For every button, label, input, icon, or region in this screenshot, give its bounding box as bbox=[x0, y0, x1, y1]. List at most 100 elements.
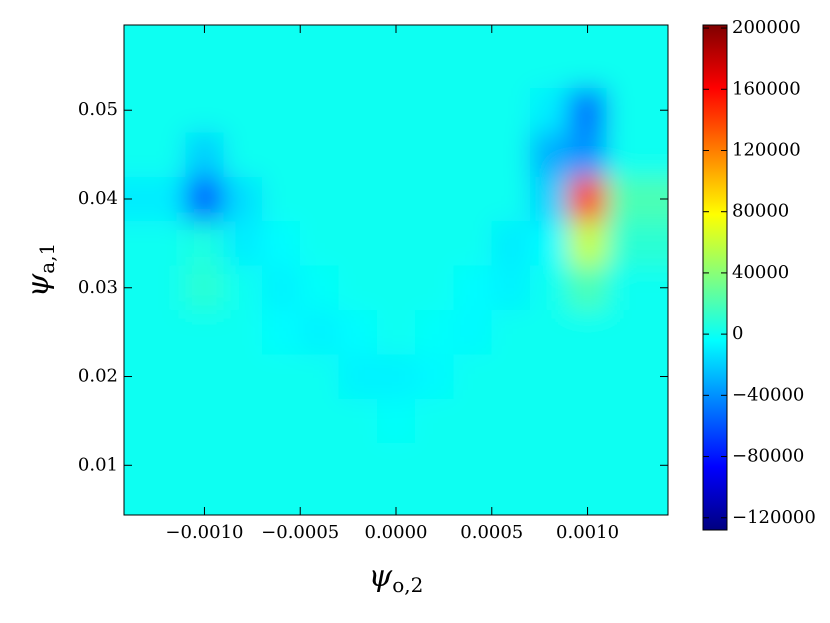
y-tick-label: 0.01 bbox=[78, 454, 118, 475]
heatmap-cell bbox=[261, 25, 301, 89]
heatmap-cell bbox=[338, 354, 377, 399]
heatmap-cell bbox=[124, 354, 186, 399]
x-tick-label: −0.0005 bbox=[261, 522, 339, 543]
heatmap-cell bbox=[300, 25, 339, 89]
heatmap-cell bbox=[530, 265, 569, 310]
heatmap-cell bbox=[530, 443, 569, 488]
heatmap-cell bbox=[300, 487, 339, 515]
heatmap-cell bbox=[606, 132, 668, 177]
heatmap-cell bbox=[415, 88, 454, 133]
heatmap-cell bbox=[453, 25, 492, 89]
heatmap-cell bbox=[453, 487, 492, 515]
heatmap-cell bbox=[606, 309, 668, 355]
heatmap-cell bbox=[568, 443, 607, 488]
heatmap-cell bbox=[376, 176, 416, 222]
heatmap-cell bbox=[453, 309, 492, 355]
colorbar-tick-label: 80000 bbox=[732, 201, 789, 222]
heatmap-cell bbox=[185, 132, 224, 177]
y-tick-label: 0.02 bbox=[78, 366, 118, 387]
heatmap-cell bbox=[568, 88, 607, 133]
heatmap-cell bbox=[453, 176, 492, 222]
heatmap-cell bbox=[606, 354, 668, 399]
heatmap-cell bbox=[261, 132, 301, 177]
heatmap-cell bbox=[300, 354, 339, 399]
heatmap-cell bbox=[530, 176, 569, 222]
heatmap-cell bbox=[185, 88, 224, 133]
colorbar-tick-label: 40000 bbox=[732, 262, 789, 283]
heatmap-cell bbox=[530, 487, 569, 515]
heatmap-cell bbox=[415, 443, 454, 488]
heatmap-cell bbox=[338, 443, 377, 488]
heatmap-cell bbox=[415, 221, 454, 266]
heatmap-cell bbox=[223, 265, 262, 310]
heatmap-cell bbox=[261, 88, 301, 133]
heatmap-cell bbox=[453, 265, 492, 310]
heatmap-cell bbox=[223, 398, 262, 444]
colorbar-tick-label: −120000 bbox=[732, 507, 816, 528]
heatmap-cell bbox=[124, 25, 186, 89]
heatmap-cell bbox=[415, 354, 454, 399]
heatmap-cell bbox=[415, 132, 454, 177]
heatmap-cell bbox=[338, 88, 377, 133]
y-tick-label: 0.04 bbox=[78, 188, 118, 209]
heatmap-cell bbox=[261, 398, 301, 444]
heatmap-cell bbox=[568, 265, 607, 310]
heatmap-cell bbox=[453, 132, 492, 177]
heatmap-cell bbox=[491, 443, 531, 488]
heatmap-cell bbox=[185, 309, 224, 355]
heatmap-cell bbox=[530, 354, 569, 399]
heatmap-cell bbox=[223, 25, 262, 89]
heatmap-cell bbox=[568, 398, 607, 444]
heatmap-cell bbox=[338, 398, 377, 444]
y-label-symbol: ψ bbox=[21, 273, 56, 297]
heatmap-cell bbox=[376, 309, 416, 355]
heatmap-cell bbox=[606, 265, 668, 310]
heatmap-cell bbox=[491, 309, 531, 355]
colorbar-tick-label: 200000 bbox=[732, 17, 801, 38]
heatmap-cell bbox=[606, 25, 668, 89]
heatmap-cell bbox=[415, 265, 454, 310]
heatmap-cell bbox=[124, 309, 186, 355]
heatmap-cell bbox=[606, 398, 668, 444]
heatmap-cell bbox=[376, 132, 416, 177]
colorbar-tick-label: 160000 bbox=[732, 78, 801, 99]
heatmap-cell bbox=[491, 221, 531, 266]
heatmap-cell bbox=[124, 265, 186, 310]
heatmap-cell bbox=[491, 25, 531, 89]
heatmap-cell bbox=[261, 354, 301, 399]
heatmap-cell bbox=[606, 487, 668, 515]
heatmap-cell bbox=[300, 309, 339, 355]
heatmap-cell bbox=[606, 221, 668, 266]
x-label-symbol: ψ bbox=[369, 559, 393, 594]
y-tick-label: 0.03 bbox=[78, 277, 118, 298]
heatmap-cell bbox=[568, 25, 607, 89]
heatmap-cell bbox=[453, 398, 492, 444]
heatmap-cell bbox=[261, 443, 301, 488]
heatmap-cell bbox=[185, 354, 224, 399]
heatmap-cell bbox=[491, 88, 531, 133]
heatmap-cell bbox=[491, 398, 531, 444]
heatmap-cell bbox=[530, 88, 569, 133]
x-tick-label: 0.0010 bbox=[556, 522, 619, 543]
heatmap-cell bbox=[185, 443, 224, 488]
heatmap-cell bbox=[491, 487, 531, 515]
heatmap-cell bbox=[415, 487, 454, 515]
heatmap-cell bbox=[415, 25, 454, 89]
heatmap-cell bbox=[415, 309, 454, 355]
heatmap-cell bbox=[338, 265, 377, 310]
heatmap-cell bbox=[185, 265, 224, 310]
heatmap-cell bbox=[415, 176, 454, 222]
x-label-subscript: o,2 bbox=[392, 573, 423, 597]
heatmap-cell bbox=[223, 221, 262, 266]
heatmap-cell bbox=[223, 487, 262, 515]
heatmap-cell bbox=[491, 354, 531, 399]
heatmap-cell bbox=[453, 354, 492, 399]
heatmap-cell bbox=[338, 25, 377, 89]
heatmap-cell bbox=[376, 88, 416, 133]
heatmap-cell bbox=[568, 354, 607, 399]
heatmap-cell bbox=[185, 176, 224, 222]
heatmap-cell bbox=[568, 132, 607, 177]
heatmap-cell bbox=[606, 176, 668, 222]
heatmap-cell bbox=[261, 309, 301, 355]
